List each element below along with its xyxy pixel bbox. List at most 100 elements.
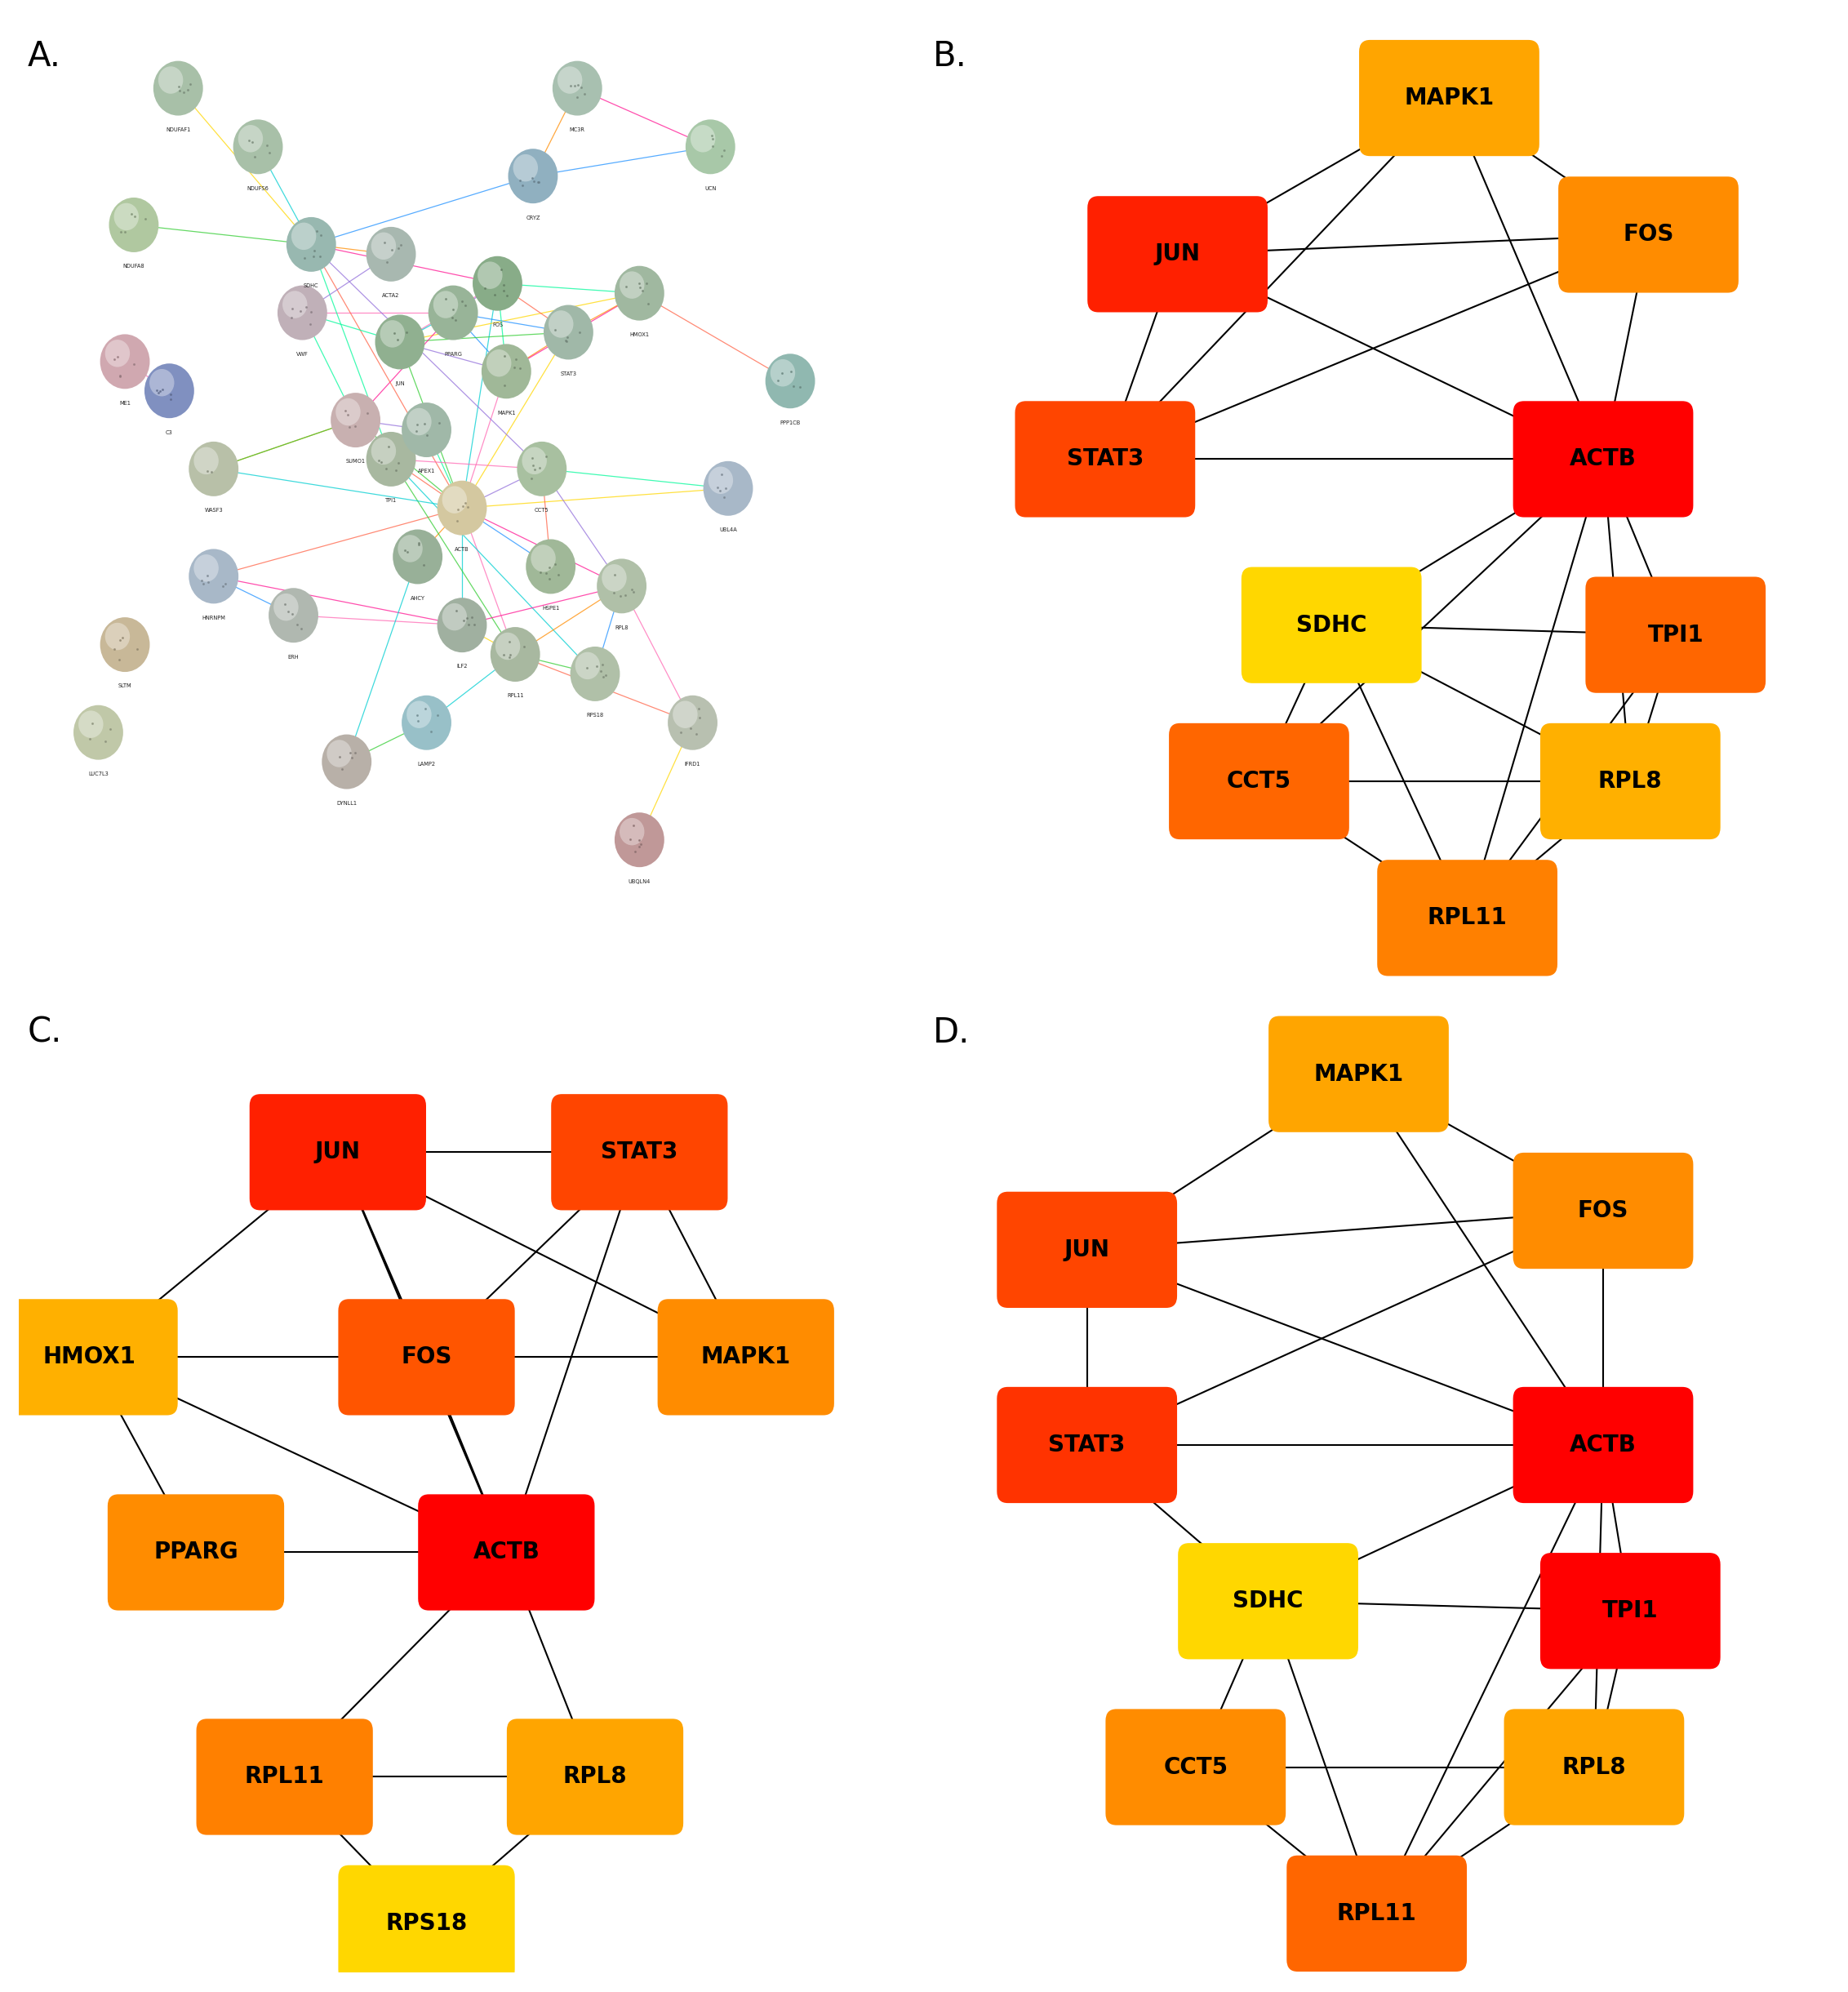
Circle shape [105, 341, 129, 367]
Circle shape [517, 442, 567, 496]
Text: ACTB: ACTB [473, 1542, 540, 1564]
FancyBboxPatch shape [338, 1299, 516, 1414]
FancyBboxPatch shape [196, 1719, 373, 1835]
Circle shape [667, 695, 717, 751]
Circle shape [432, 291, 458, 319]
Circle shape [336, 398, 360, 426]
FancyBboxPatch shape [996, 1191, 1177, 1309]
Circle shape [771, 359, 795, 386]
Circle shape [619, 271, 645, 299]
Text: MC3R: MC3R [569, 127, 586, 131]
Text: ILF2: ILF2 [456, 663, 468, 669]
Text: DYNLL1: DYNLL1 [336, 801, 357, 805]
Text: CCT5: CCT5 [1227, 769, 1292, 793]
Circle shape [442, 604, 468, 631]
Circle shape [283, 291, 307, 319]
Circle shape [78, 711, 103, 737]
Text: FOS: FOS [1623, 223, 1674, 247]
Circle shape [153, 62, 203, 116]
Circle shape [407, 408, 431, 436]
Text: RPL11: RPL11 [506, 693, 523, 699]
Circle shape [268, 588, 318, 643]
FancyBboxPatch shape [1586, 578, 1765, 693]
Text: JUN: JUN [395, 380, 405, 386]
Text: PPP1CB: PPP1CB [780, 420, 800, 424]
Text: ACTB: ACTB [1569, 448, 1637, 470]
Text: LUC7L3: LUC7L3 [89, 771, 109, 777]
Text: PPARG: PPARG [444, 353, 462, 357]
Circle shape [194, 446, 218, 474]
Circle shape [150, 369, 174, 396]
Text: B.: B. [933, 40, 967, 74]
Text: UCN: UCN [704, 185, 717, 191]
FancyBboxPatch shape [1170, 723, 1349, 839]
FancyBboxPatch shape [1286, 1855, 1467, 1972]
Circle shape [331, 392, 381, 448]
Circle shape [322, 735, 371, 789]
Text: JUN: JUN [1064, 1239, 1111, 1261]
Circle shape [397, 536, 423, 562]
Text: RPL8: RPL8 [1562, 1755, 1626, 1779]
FancyBboxPatch shape [551, 1094, 728, 1211]
Circle shape [691, 125, 715, 151]
Circle shape [558, 66, 582, 94]
Circle shape [486, 349, 512, 376]
Circle shape [159, 66, 183, 94]
Circle shape [277, 285, 327, 341]
Circle shape [407, 701, 431, 729]
FancyBboxPatch shape [338, 1865, 516, 1982]
FancyBboxPatch shape [418, 1494, 595, 1610]
Circle shape [521, 446, 547, 474]
Text: HSPE1: HSPE1 [541, 606, 560, 610]
FancyBboxPatch shape [1105, 1709, 1286, 1825]
Text: RPL11: RPL11 [244, 1765, 325, 1789]
Text: ACTA2: ACTA2 [383, 293, 399, 299]
Circle shape [527, 540, 575, 594]
Text: TPI1: TPI1 [1648, 623, 1704, 645]
Text: HMOX1: HMOX1 [630, 333, 649, 337]
Text: AHCY: AHCY [410, 596, 425, 602]
Text: ME1: ME1 [120, 400, 131, 406]
Text: RPL11: RPL11 [1427, 906, 1508, 930]
Text: STAT3: STAT3 [560, 371, 577, 376]
Circle shape [514, 153, 538, 181]
Text: STAT3: STAT3 [1048, 1434, 1125, 1456]
Circle shape [442, 486, 468, 514]
Text: FOS: FOS [492, 323, 503, 327]
Text: NDUFA8: NDUFA8 [124, 265, 144, 269]
Circle shape [686, 120, 736, 173]
Text: PPARG: PPARG [153, 1542, 238, 1564]
Text: SDHC: SDHC [1233, 1590, 1303, 1614]
Text: VWF: VWF [296, 353, 309, 357]
Text: D.: D. [933, 1016, 970, 1050]
Circle shape [438, 480, 486, 536]
Circle shape [105, 623, 129, 649]
FancyBboxPatch shape [1242, 568, 1421, 683]
Text: SLTM: SLTM [118, 683, 131, 689]
Circle shape [543, 305, 593, 361]
Circle shape [286, 217, 336, 271]
Text: SUMO1: SUMO1 [346, 460, 366, 464]
Circle shape [438, 598, 486, 653]
Circle shape [401, 402, 451, 458]
Circle shape [495, 633, 519, 659]
FancyBboxPatch shape [506, 1719, 684, 1835]
Circle shape [371, 438, 395, 464]
Text: SDHC: SDHC [1295, 614, 1368, 637]
Text: NDUFAF1: NDUFAF1 [166, 127, 190, 131]
Circle shape [274, 594, 298, 622]
Text: RPS18: RPS18 [386, 1912, 468, 1934]
Circle shape [375, 315, 425, 369]
Circle shape [508, 149, 558, 203]
FancyBboxPatch shape [1514, 1153, 1693, 1269]
Text: UBQLN4: UBQLN4 [628, 878, 650, 884]
FancyBboxPatch shape [1558, 177, 1739, 293]
Text: ERH: ERH [288, 653, 299, 659]
FancyBboxPatch shape [1268, 1016, 1449, 1131]
Circle shape [473, 257, 523, 311]
Circle shape [765, 355, 815, 408]
Text: RPL8: RPL8 [615, 625, 628, 629]
Text: STAT3: STAT3 [1066, 448, 1144, 470]
Circle shape [477, 261, 503, 289]
Circle shape [366, 432, 416, 486]
